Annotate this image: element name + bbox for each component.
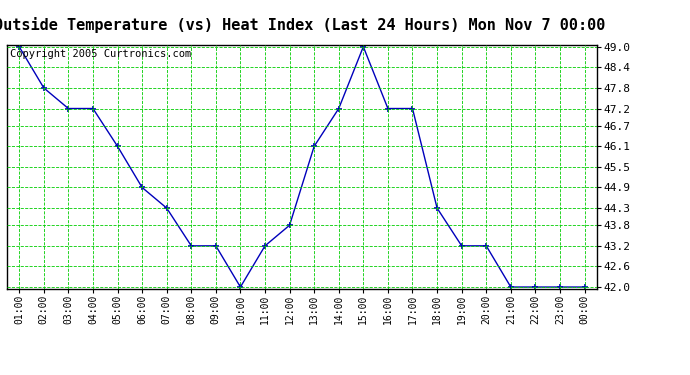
Text: Outside Temperature (vs) Heat Index (Last 24 Hours) Mon Nov 7 00:00: Outside Temperature (vs) Heat Index (Las… <box>0 17 606 33</box>
Text: Copyright 2005 Curtronics.com: Copyright 2005 Curtronics.com <box>10 49 191 58</box>
